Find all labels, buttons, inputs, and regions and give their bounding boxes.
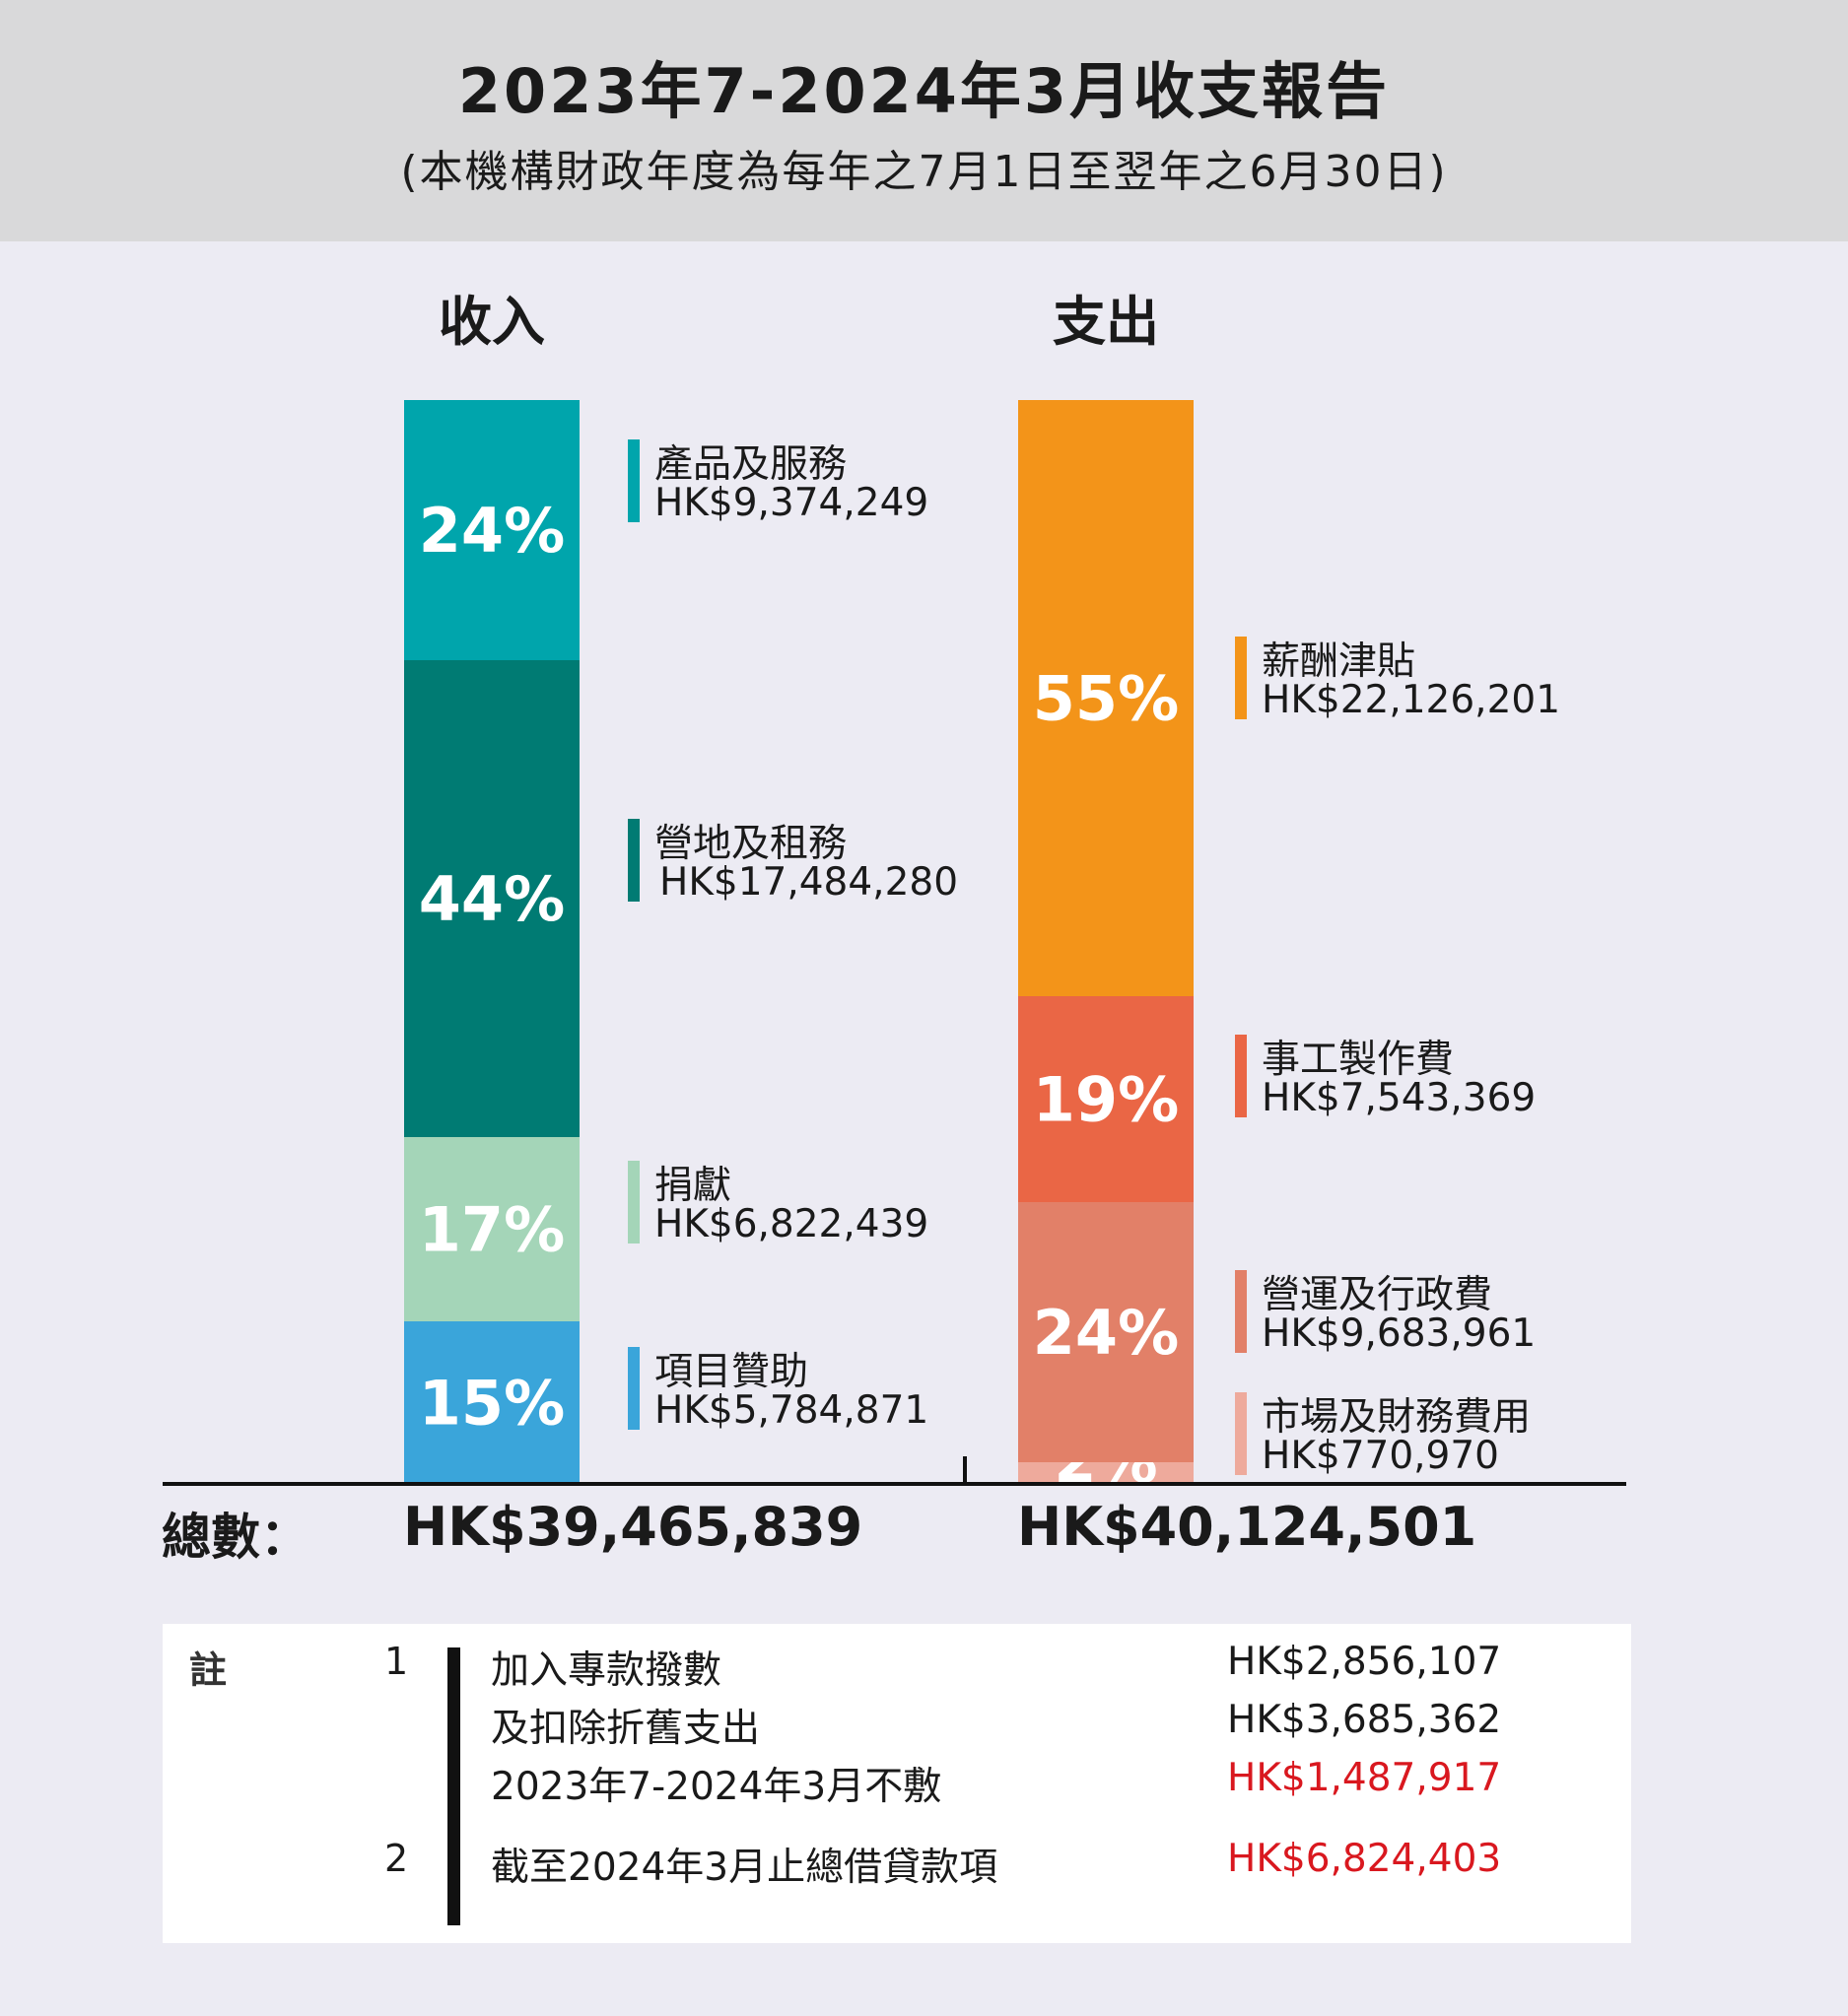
legend-swatch	[1235, 1270, 1247, 1353]
note-number: 2	[384, 1837, 409, 1880]
report-title: 2023年7-2024年3月收支報告	[457, 55, 1391, 127]
legend-amount: HK$9,374,249	[654, 481, 929, 525]
legend-category: 營運及行政費	[1262, 1273, 1493, 1317]
income-bar-segment	[404, 660, 580, 1137]
legend-swatch	[628, 1161, 640, 1243]
expense-total: HK$40,124,501	[1017, 1496, 1477, 1558]
report-subtitle: (本機構財政年度為每年之7月1日至翌年之6月30日)	[400, 147, 1448, 197]
notes-label: 註	[189, 1648, 228, 1692]
expense-bar-segment	[1018, 1202, 1194, 1462]
legend-category: 項目贊助	[654, 1350, 809, 1394]
note-text: 截至2024年3月止總借貸款項	[491, 1846, 998, 1890]
legend-swatch	[628, 1347, 640, 1430]
income-percent-label: 44%	[419, 863, 565, 935]
legend-swatch	[628, 439, 640, 522]
income-percent-label: 17%	[419, 1194, 565, 1266]
legend-swatch	[1235, 637, 1247, 719]
expense-column-title: 支出	[1053, 291, 1159, 353]
legend-category: 事工製作費	[1262, 1038, 1455, 1082]
note-text: 加入專款撥數	[491, 1648, 722, 1693]
legend-category: 薪酬津貼	[1262, 639, 1416, 684]
expense-percent-label: 24%	[1033, 1297, 1179, 1369]
legend-amount: HK$5,784,871	[654, 1388, 929, 1433]
income-bar-segment	[404, 400, 580, 660]
income-bar-group: 15% 17% 44% 24%	[404, 400, 580, 1484]
legend-category: 捐獻	[654, 1164, 732, 1208]
legend-amount: HK$7,543,369	[1262, 1076, 1537, 1120]
note-number: 1	[384, 1640, 409, 1683]
legend-amount: HK$22,126,201	[1262, 678, 1561, 722]
note-value: HK$3,685,362	[1227, 1698, 1502, 1742]
legend-amount: HK$6,822,439	[654, 1202, 929, 1246]
expense-bar-segment	[1018, 996, 1194, 1202]
notes-divider	[447, 1647, 460, 1925]
note-text: 及扣除折舊支出	[491, 1707, 761, 1751]
income-percent-label: 15%	[419, 1368, 565, 1440]
report-header: 2023年7-2024年3月收支報告 (本機構財政年度為每年之7月1日至翌年之6…	[0, 0, 1848, 241]
legend-swatch	[628, 819, 640, 902]
legend-amount: HK$17,484,280	[659, 860, 959, 905]
legend-swatch	[1235, 1035, 1247, 1117]
income-bar-segment	[404, 1137, 580, 1321]
legend-category: 營地及租務	[654, 822, 848, 866]
income-percent-label: 24%	[419, 495, 565, 567]
note-value-borrowing: HK$6,824,403	[1227, 1837, 1502, 1881]
income-column-title: 收入	[439, 291, 545, 353]
legend-swatch	[1235, 1392, 1247, 1475]
income-bar-segment	[404, 1321, 580, 1484]
note-text: 2023年7-2024年3月不敷	[491, 1765, 942, 1809]
note-value-deficit: HK$1,487,917	[1227, 1756, 1502, 1800]
legend-amount: HK$9,683,961	[1262, 1311, 1537, 1356]
total-label: 總數：	[162, 1509, 309, 1566]
expense-percent-label: 55%	[1033, 663, 1179, 735]
income-total: HK$39,465,839	[403, 1496, 863, 1558]
legend-category: 產品及服務	[654, 442, 848, 487]
legend-category: 市場及財務費用	[1262, 1395, 1532, 1440]
expense-bar-segment	[1018, 400, 1194, 996]
note-value: HK$2,856,107	[1227, 1640, 1502, 1684]
expense-bar-group: 2%24%19%55%	[1018, 400, 1194, 1497]
notes-box: 註 1 加入專款撥數 HK$2,856,107 及扣除折舊支出 HK$3,685…	[163, 1624, 1631, 1943]
expense-percent-label: 19%	[1033, 1064, 1179, 1136]
expense-bar-segment	[1018, 1462, 1194, 1484]
legend-amount: HK$770,970	[1262, 1434, 1499, 1478]
